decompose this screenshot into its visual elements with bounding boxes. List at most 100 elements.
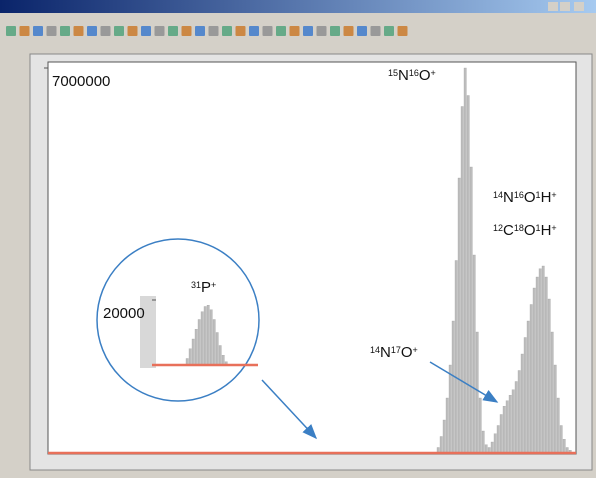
element: C bbox=[503, 222, 514, 239]
bar bbox=[469, 166, 473, 454]
bar bbox=[508, 395, 512, 454]
bar bbox=[547, 298, 551, 454]
bar bbox=[475, 331, 479, 454]
bar bbox=[215, 332, 219, 366]
bar bbox=[445, 397, 449, 454]
bar bbox=[194, 329, 198, 366]
title-bar bbox=[0, 0, 596, 13]
bar bbox=[490, 441, 494, 454]
bar bbox=[511, 389, 515, 454]
bar bbox=[517, 370, 521, 454]
toolbar-button[interactable] bbox=[384, 26, 394, 36]
toolbar-button[interactable] bbox=[100, 26, 111, 36]
bar bbox=[538, 268, 542, 454]
spectrum: 7000000 15N16O+14N16O1H+12C18O1H+14N17O+ bbox=[44, 67, 576, 455]
toolbar-button[interactable] bbox=[357, 26, 367, 36]
toolbar-button[interactable] bbox=[181, 26, 192, 36]
toolbar-button[interactable] bbox=[222, 26, 232, 36]
toolbar-button[interactable] bbox=[195, 26, 205, 36]
bar bbox=[532, 287, 536, 454]
toolbar-button[interactable] bbox=[316, 26, 327, 36]
y-tick-label: 7000000 bbox=[52, 73, 110, 90]
element: P bbox=[201, 279, 211, 296]
superscript: 14 bbox=[370, 345, 380, 355]
superscript: 18 bbox=[514, 223, 524, 233]
bar bbox=[481, 430, 485, 454]
close-button[interactable] bbox=[574, 2, 584, 11]
toolbar-button[interactable] bbox=[249, 26, 259, 36]
bar bbox=[559, 425, 563, 454]
bar bbox=[197, 319, 201, 366]
superscript: 15 bbox=[388, 68, 398, 78]
bar bbox=[529, 304, 533, 454]
toolbar-button[interactable] bbox=[343, 26, 354, 36]
element: O bbox=[401, 344, 413, 361]
toolbar-button[interactable] bbox=[303, 26, 313, 36]
toolbar-button[interactable] bbox=[370, 26, 381, 36]
minimize-button[interactable] bbox=[548, 2, 558, 11]
bar bbox=[466, 95, 470, 454]
bar bbox=[535, 276, 539, 454]
bar bbox=[442, 419, 446, 454]
element: N bbox=[380, 344, 391, 361]
bar bbox=[478, 397, 482, 454]
bar bbox=[556, 397, 560, 454]
y-tick-label: 20000 bbox=[103, 305, 145, 322]
bar bbox=[206, 305, 210, 366]
superscript: 1 bbox=[536, 223, 541, 233]
inset-axis bbox=[140, 296, 156, 368]
element: H bbox=[541, 222, 552, 239]
toolbar-button[interactable] bbox=[154, 26, 165, 36]
toolbar-button[interactable] bbox=[208, 26, 219, 36]
ion-label: 31P+ bbox=[191, 279, 216, 296]
toolbar-button[interactable] bbox=[6, 26, 16, 36]
element: O bbox=[524, 189, 536, 206]
ion-label: 15N16O+ bbox=[388, 67, 436, 84]
toolbar-button[interactable] bbox=[33, 26, 43, 36]
toolbar-button[interactable] bbox=[60, 26, 70, 36]
superscript: 16 bbox=[514, 190, 524, 200]
toolbar-button[interactable] bbox=[46, 26, 57, 36]
superscript: + bbox=[413, 345, 418, 355]
toolbar-button[interactable] bbox=[397, 26, 408, 36]
toolbar bbox=[6, 26, 408, 36]
toolbar-button[interactable] bbox=[127, 26, 138, 36]
maximize-button[interactable] bbox=[560, 2, 570, 11]
superscript: + bbox=[551, 223, 556, 233]
ion-label: 12C18O1H+ bbox=[493, 222, 557, 239]
toolbar-button[interactable] bbox=[235, 26, 246, 36]
toolbar-button[interactable] bbox=[87, 26, 97, 36]
element: N bbox=[503, 189, 514, 206]
bar bbox=[520, 353, 524, 454]
ion-label: 14N16O1H+ bbox=[493, 189, 557, 206]
toolbar-button[interactable] bbox=[73, 26, 84, 36]
element: H bbox=[541, 189, 552, 206]
bar bbox=[191, 338, 195, 366]
bar bbox=[209, 309, 213, 366]
toolbar-button[interactable] bbox=[19, 26, 30, 36]
bar bbox=[499, 414, 503, 454]
menu-bar bbox=[0, 13, 596, 22]
bar bbox=[460, 106, 464, 454]
bar bbox=[457, 177, 461, 454]
toolbar-button[interactable] bbox=[114, 26, 124, 36]
toolbar-button[interactable] bbox=[330, 26, 340, 36]
superscript: 31 bbox=[191, 280, 201, 290]
inset-spectrum: 20000 31P+ bbox=[103, 279, 258, 368]
toolbar-button[interactable] bbox=[168, 26, 178, 36]
bar bbox=[550, 331, 554, 454]
toolbar-button[interactable] bbox=[276, 26, 286, 36]
toolbar-button[interactable] bbox=[289, 26, 300, 36]
bar bbox=[514, 381, 518, 454]
superscript: + bbox=[551, 190, 556, 200]
toolbar-button[interactable] bbox=[262, 26, 273, 36]
bar bbox=[439, 436, 443, 454]
bar bbox=[212, 319, 216, 366]
bar bbox=[472, 254, 476, 454]
toolbar-button[interactable] bbox=[141, 26, 151, 36]
bar bbox=[451, 320, 455, 454]
bar bbox=[221, 355, 225, 366]
arrow bbox=[429, 361, 499, 403]
bar bbox=[526, 320, 530, 454]
